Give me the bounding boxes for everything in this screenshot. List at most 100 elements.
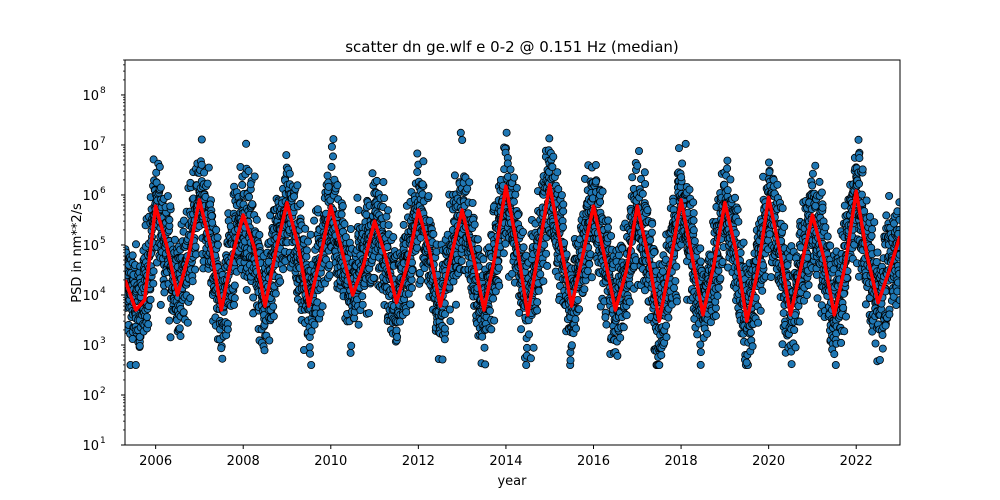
x-tick-label: 2018	[665, 454, 698, 469]
scatter-point	[407, 283, 416, 292]
scatter-point	[440, 324, 449, 333]
scatter-point	[773, 180, 782, 189]
scatter-point	[368, 169, 377, 178]
scatter-point	[813, 294, 822, 303]
scatter-point	[818, 203, 827, 212]
scatter-point	[333, 181, 342, 190]
scatter-point	[767, 273, 776, 282]
y-tick-exponent: 4	[100, 286, 106, 296]
scatter-point	[179, 216, 188, 225]
scatter-point	[499, 249, 508, 258]
scatter-point	[379, 177, 388, 186]
scatter-point	[587, 273, 596, 282]
scatter-point	[325, 271, 334, 280]
scatter-point	[188, 277, 197, 286]
scatter-point	[714, 283, 723, 292]
scatter-point	[175, 324, 184, 333]
scatter-point	[358, 300, 367, 309]
scatter-point	[271, 289, 280, 298]
scatter-point	[144, 320, 153, 329]
scatter-point	[502, 128, 511, 137]
scatter-point	[383, 206, 392, 215]
scatter-point	[306, 230, 315, 239]
scatter-point	[413, 168, 422, 177]
scatter-point	[622, 311, 631, 320]
scatter-point	[696, 348, 705, 357]
scatter-point	[790, 325, 799, 334]
scatter-point	[861, 300, 870, 309]
scatter-point	[791, 343, 800, 352]
scatter-point	[723, 186, 732, 195]
scatter-point	[276, 277, 285, 286]
y-tick-exponent: 2	[100, 386, 106, 396]
scatter-point	[408, 266, 417, 275]
scatter-point	[657, 351, 666, 360]
scatter-point	[601, 313, 610, 322]
scatter-point	[310, 216, 319, 225]
scatter-point	[696, 340, 705, 349]
scatter-point	[733, 205, 742, 214]
scatter-point	[329, 135, 338, 144]
scatter-point	[170, 235, 179, 244]
scatter-point	[591, 160, 600, 169]
scatter-point	[456, 128, 465, 137]
scatter-point	[213, 240, 222, 249]
scatter-point	[718, 257, 727, 266]
y-tick-exponent: 1	[100, 436, 106, 446]
scatter-point	[384, 221, 393, 230]
scatter-point	[685, 185, 694, 194]
scatter-point	[670, 283, 679, 292]
scatter-point	[783, 261, 792, 270]
scatter-point	[207, 211, 216, 220]
scatter-point	[269, 302, 278, 311]
scatter-point	[135, 332, 144, 341]
scatter-point	[495, 281, 504, 290]
scatter-point	[742, 358, 751, 367]
scatter-point	[479, 255, 488, 264]
scatter-point	[566, 356, 575, 365]
scatter-point	[506, 165, 515, 174]
scatter-point	[197, 160, 206, 169]
scatter-point	[817, 188, 826, 197]
scatter-point	[591, 177, 600, 186]
x-tick-label: 2022	[840, 454, 873, 469]
scatter-point	[203, 179, 212, 188]
scatter-point	[811, 201, 820, 210]
scatter-point	[458, 135, 467, 144]
scatter-point	[307, 327, 316, 336]
scatter-point	[519, 227, 528, 236]
chart-title: scatter dn ge.wlf e 0-2 @ 0.151 Hz (medi…	[345, 38, 679, 56]
scatter-point	[191, 242, 200, 251]
scatter-point	[559, 207, 568, 216]
scatter-point	[473, 235, 482, 244]
y-tick-exponent: 3	[100, 336, 106, 346]
scatter-point	[868, 225, 877, 234]
scatter-point	[517, 325, 526, 334]
scatter-point	[802, 290, 811, 299]
scatter-point	[689, 209, 698, 218]
scatter-point	[672, 297, 681, 306]
scatter-point	[648, 219, 657, 228]
scatter-point	[554, 185, 563, 194]
scatter-point	[246, 180, 255, 189]
scatter-point	[252, 215, 261, 224]
scatter-point	[440, 335, 449, 344]
scatter-point	[871, 339, 880, 348]
scatter-point	[604, 216, 613, 225]
scatter-point	[191, 265, 200, 274]
scatter-point	[152, 178, 161, 187]
scatter-point	[282, 151, 291, 160]
scatter-point	[598, 187, 607, 196]
scatter-point	[545, 134, 554, 143]
scatter-point	[485, 306, 494, 315]
scatter-point	[347, 341, 356, 350]
scatter-point	[438, 355, 447, 364]
scatter-point	[713, 291, 722, 300]
scatter-point	[382, 212, 391, 221]
scatter-point	[346, 348, 355, 357]
scatter-point	[870, 218, 879, 227]
scatter-point	[341, 233, 350, 242]
scatter-point	[734, 217, 743, 226]
scatter-point	[823, 232, 832, 241]
